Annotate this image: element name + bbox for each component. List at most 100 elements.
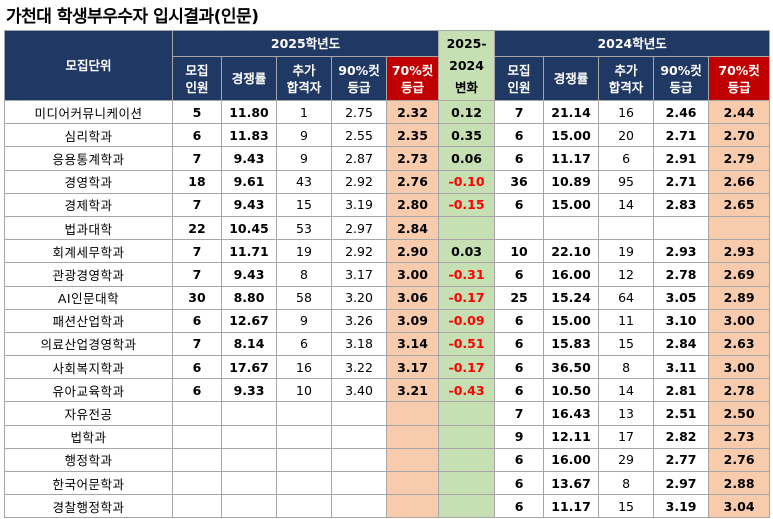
cell-c24: 15.00 xyxy=(543,192,600,217)
cell-c25 xyxy=(221,494,277,519)
cell-r24: 6 xyxy=(494,262,545,287)
cell-c25: 8.14 xyxy=(221,331,277,357)
cell-a24: 12 xyxy=(598,262,655,287)
cell-c25 xyxy=(221,470,277,496)
cell-c24: 15.83 xyxy=(543,331,600,357)
table-row: AI인문대학 30 8.80 58 3.20 3.06 -0.17 25 15.24 64 3.05… xyxy=(4,285,771,310)
cell-r25: 6 xyxy=(172,378,222,403)
cell-g70_24: 2.73 xyxy=(708,424,771,449)
cell-g90_24: 3.05 xyxy=(653,285,710,310)
cell-r24: 6 xyxy=(494,447,545,473)
cell-g70_25 xyxy=(385,447,440,473)
table-row: 경찰행정학과 6 11.17 15 3.19 3.04 xyxy=(4,494,771,519)
cell-g90_25 xyxy=(331,424,387,449)
cell-unit: 응용통계학과 xyxy=(4,146,173,171)
cell-diff: -0.17 xyxy=(438,355,496,380)
header-2024: 2024학년도 xyxy=(494,30,771,57)
table-row: 자유전공 7 16.43 13 2.51 2.50 xyxy=(4,401,771,426)
cell-r24: 6 xyxy=(494,146,545,171)
cell-a25: 9 xyxy=(276,146,332,171)
cell-diff: 0.03 xyxy=(438,239,496,264)
cell-c25 xyxy=(221,401,277,426)
cell-g70_25: 3.17 xyxy=(385,355,440,380)
cell-c25: 11.71 xyxy=(221,239,277,264)
cell-g90_24: 2.77 xyxy=(653,447,710,473)
cell-diff xyxy=(438,447,496,473)
cell-diff: -0.10 xyxy=(438,169,496,194)
header-2024-col-4: 70%컷 등급 xyxy=(708,56,771,101)
cell-g90_25 xyxy=(331,447,387,473)
cell-g90_24: 2.83 xyxy=(653,192,710,217)
cell-g70_24: 2.76 xyxy=(708,447,771,473)
cell-unit: 패션산업학과 xyxy=(4,308,173,333)
cell-r24: 10 xyxy=(494,239,545,264)
cell-c25 xyxy=(221,424,277,449)
cell-r24: 7 xyxy=(494,401,545,426)
cell-a24: 8 xyxy=(598,470,655,496)
cell-a24: 11 xyxy=(598,308,655,333)
cell-r25: 6 xyxy=(172,308,222,333)
cell-g90_24: 3.11 xyxy=(653,355,710,380)
cell-g70_24: 2.63 xyxy=(708,331,771,357)
cell-a24: 13 xyxy=(598,401,655,426)
cell-diff xyxy=(438,401,496,426)
cell-a25: 1 xyxy=(276,99,332,125)
table-row: 회계세무학과 7 11.71 19 2.92 2.90 0.03 10 22.10 19 2.93 2… xyxy=(4,239,771,264)
cell-r24: 6 xyxy=(494,470,545,496)
cell-a25: 19 xyxy=(276,239,332,264)
cell-r24: 7 xyxy=(494,99,545,125)
cell-g90_25: 2.92 xyxy=(331,239,387,264)
cell-g90_25: 2.97 xyxy=(331,215,387,241)
cell-a25: 9 xyxy=(276,123,332,148)
cell-g70_24: 2.50 xyxy=(708,401,771,426)
cell-unit: 한국어문학과 xyxy=(4,470,173,496)
cell-r24: 9 xyxy=(494,424,545,449)
cell-r24: 6 xyxy=(494,192,545,217)
header-2025-col-1: 경쟁률 xyxy=(221,56,277,101)
cell-a25 xyxy=(276,424,332,449)
cell-g90_25: 3.19 xyxy=(331,192,387,217)
cell-r24: 25 xyxy=(494,285,545,310)
cell-g90_24: 2.81 xyxy=(653,378,710,403)
cell-diff xyxy=(438,494,496,519)
cell-g70_25: 2.80 xyxy=(385,192,440,217)
cell-c24 xyxy=(543,215,600,241)
cell-diff: -0.15 xyxy=(438,192,496,217)
cell-unit: 법과대학 xyxy=(4,215,173,241)
cell-g90_24: 2.93 xyxy=(653,239,710,264)
table-row: 관광경영학과 7 9.43 8 3.17 3.00 -0.31 6 16.00 12 2.78 2.6… xyxy=(4,262,771,287)
cell-g90_24: 3.19 xyxy=(653,494,710,519)
cell-g90_24: 2.71 xyxy=(653,123,710,148)
cell-unit: 회계세무학과 xyxy=(4,239,173,264)
cell-c24: 12.11 xyxy=(543,424,600,449)
cell-diff xyxy=(438,424,496,449)
cell-g70_24: 2.44 xyxy=(708,99,771,125)
cell-a24: 15 xyxy=(598,331,655,357)
header-2025-col-4: 70%컷 등급 xyxy=(385,56,440,101)
cell-c24: 10.50 xyxy=(543,378,600,403)
cell-g90_24: 2.91 xyxy=(653,146,710,171)
cell-r25: 7 xyxy=(172,239,222,264)
cell-diff: 0.35 xyxy=(438,123,496,148)
cell-unit: 미디어커뮤니케이션 xyxy=(4,99,173,125)
cell-c24: 15.00 xyxy=(543,123,600,148)
cell-g70_25: 2.76 xyxy=(385,169,440,194)
cell-a24: 20 xyxy=(598,123,655,148)
header-2024-col-0: 모집 인원 xyxy=(494,56,545,101)
table-row: 패션산업학과 6 12.67 9 3.26 3.09 -0.09 6 15.00 11 3.10 3.… xyxy=(4,308,771,333)
cell-r25 xyxy=(172,470,222,496)
header-2024-col-3: 90%컷 등급 xyxy=(653,56,710,101)
cell-g70_24: 2.69 xyxy=(708,262,771,287)
cell-c25: 12.67 xyxy=(221,308,277,333)
cell-g90_24 xyxy=(653,215,710,241)
cell-unit: 법학과 xyxy=(4,424,173,449)
cell-g90_25: 3.17 xyxy=(331,262,387,287)
cell-c24: 15.24 xyxy=(543,285,600,310)
cell-g90_25: 2.87 xyxy=(331,146,387,171)
cell-r25: 5 xyxy=(172,99,222,125)
cell-g70_25: 3.00 xyxy=(385,262,440,287)
cell-c24: 16.43 xyxy=(543,401,600,426)
cell-r25: 6 xyxy=(172,355,222,380)
cell-diff xyxy=(438,215,496,241)
cell-r24: 36 xyxy=(494,169,545,194)
